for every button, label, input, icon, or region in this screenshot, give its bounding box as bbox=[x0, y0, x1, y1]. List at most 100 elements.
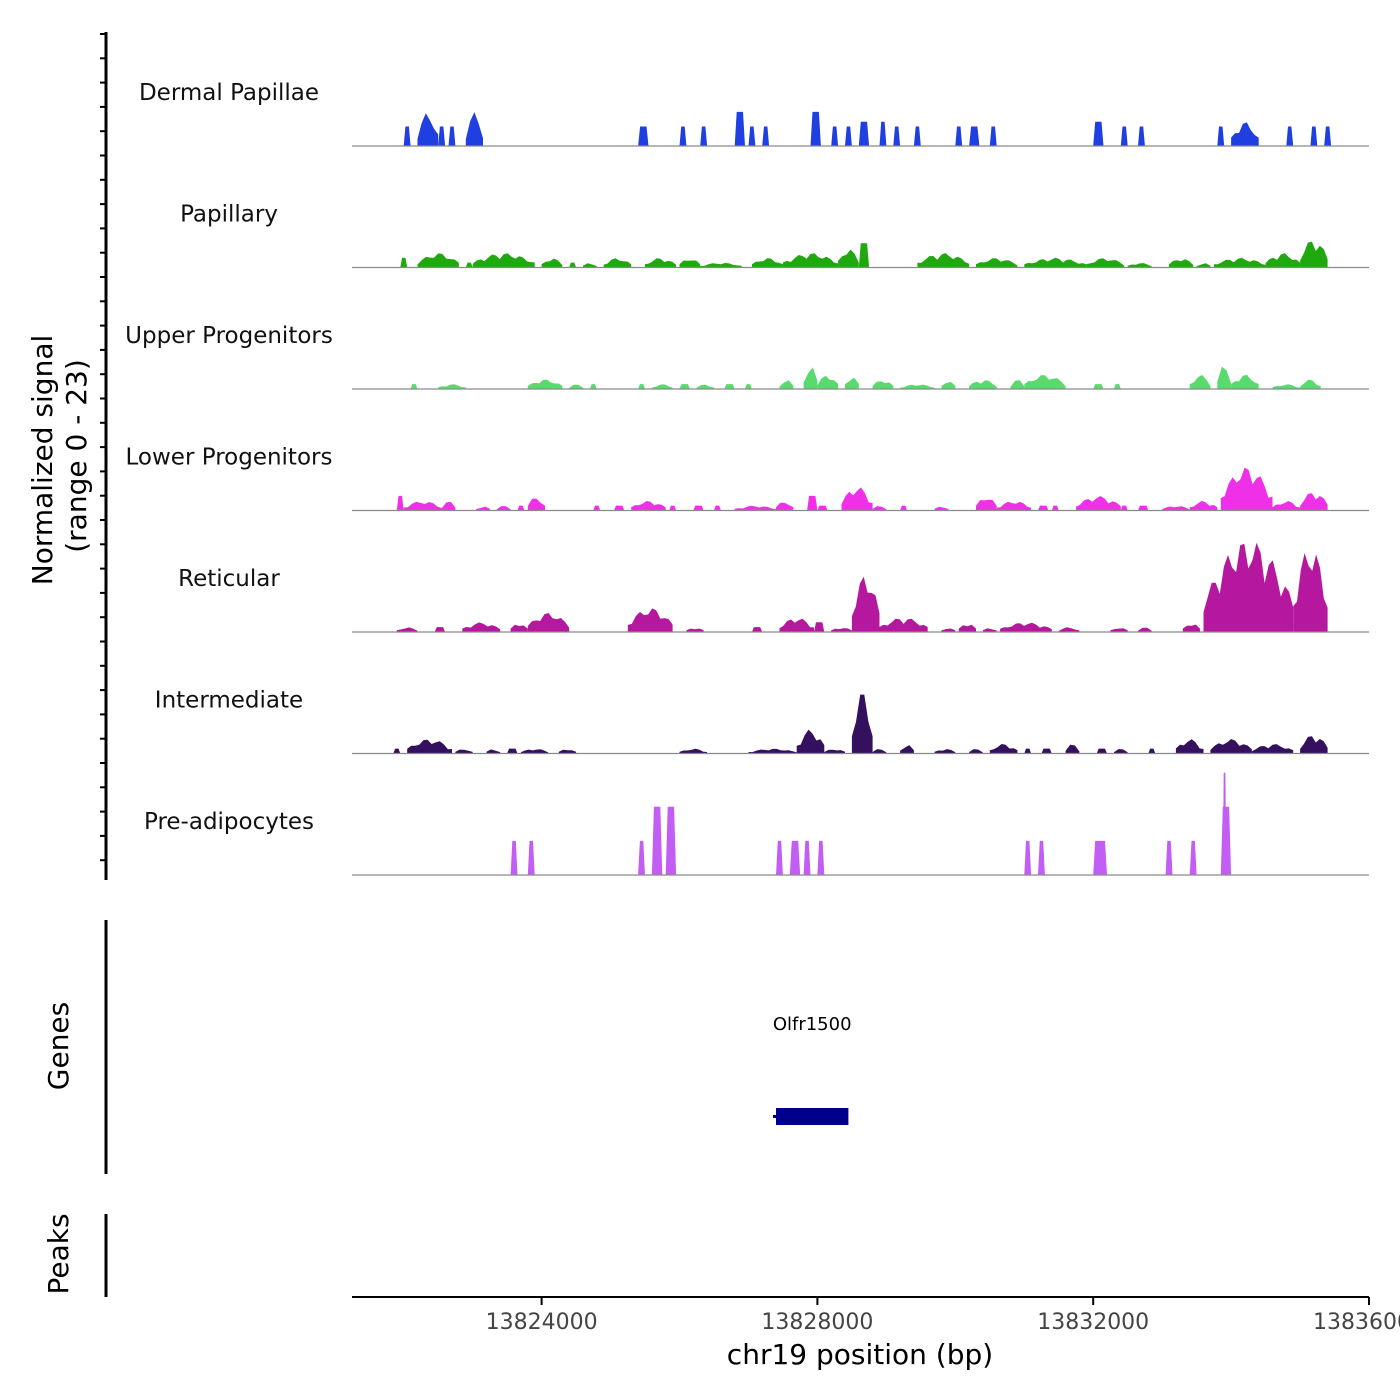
x-axis-label: chr19 position (bp) bbox=[727, 1338, 993, 1371]
signal-axis-label: Normalized signal bbox=[26, 335, 59, 586]
coverage-peak bbox=[696, 384, 714, 389]
coverage-peak bbox=[1220, 467, 1273, 511]
coverage-peak bbox=[1096, 748, 1107, 754]
coverage-peak bbox=[393, 748, 401, 754]
coverage-peak bbox=[1175, 739, 1204, 754]
signal-axis-range-label: (range 0 - 23) bbox=[60, 359, 93, 553]
coverage-peak bbox=[1024, 375, 1066, 389]
coverage-peak bbox=[748, 126, 756, 146]
coverage-peak bbox=[1162, 506, 1190, 511]
coverage-peak bbox=[462, 622, 501, 632]
coverage-peak bbox=[1024, 840, 1032, 875]
coverage-peak bbox=[1213, 257, 1266, 268]
coverage-peak bbox=[679, 748, 708, 754]
coverage-peak bbox=[651, 806, 663, 875]
coverage-peak bbox=[510, 624, 528, 632]
coverage-peak bbox=[700, 126, 708, 146]
track-upper-progenitors: Upper Progenitors bbox=[125, 323, 1369, 390]
coverage-peak bbox=[638, 840, 645, 875]
coverage-peak bbox=[941, 628, 956, 632]
coverage-peak bbox=[1251, 744, 1294, 754]
coverage-peak bbox=[969, 749, 983, 754]
track-reticular: Reticular bbox=[178, 542, 1369, 633]
coverage-peak bbox=[700, 263, 742, 268]
coverage-peak bbox=[1189, 840, 1197, 875]
coverage-peak bbox=[751, 627, 763, 632]
coverage-peak bbox=[789, 840, 801, 875]
coverage-peak bbox=[507, 748, 518, 754]
coverage-peak bbox=[614, 505, 625, 511]
coverage-peak bbox=[558, 749, 577, 754]
coverage-peak bbox=[751, 258, 783, 268]
coverage-peak bbox=[541, 258, 563, 268]
coverage-peak bbox=[934, 749, 956, 754]
coverage-peak bbox=[1120, 126, 1128, 146]
coverage-peak bbox=[969, 380, 997, 389]
coverage-peak bbox=[527, 840, 535, 875]
coverage-tracks: Dermal Papillae Papillary Upper Progenitor… bbox=[125, 80, 1369, 876]
coverage-peak bbox=[934, 506, 949, 511]
coverage-peak bbox=[958, 624, 976, 632]
coverage-peak bbox=[810, 111, 821, 146]
x-tick-label: 13836000 bbox=[1313, 1310, 1400, 1335]
coverage-peak bbox=[510, 840, 518, 875]
track-label: Dermal Papillae bbox=[139, 80, 319, 106]
coverage-peak bbox=[589, 384, 597, 389]
coverage-peak bbox=[858, 121, 870, 146]
track-label: Intermediate bbox=[155, 688, 303, 714]
coverage-peak bbox=[745, 384, 752, 389]
coverage-peak bbox=[989, 744, 1018, 754]
coverage-peak bbox=[879, 618, 928, 632]
coverage-peak bbox=[679, 260, 701, 268]
coverage-peak bbox=[686, 628, 704, 632]
coverage-peak bbox=[669, 505, 677, 511]
coverage-peak bbox=[407, 739, 452, 754]
coverage-peak bbox=[1138, 505, 1149, 511]
coverage-peak bbox=[434, 627, 446, 632]
coverage-peak bbox=[1324, 126, 1332, 146]
coverage-peak bbox=[1217, 126, 1225, 146]
coverage-peak bbox=[627, 608, 673, 632]
coverage-peak bbox=[403, 501, 442, 511]
peaks-axis-label: Peaks bbox=[42, 1213, 75, 1294]
track-label: Pre-adipocytes bbox=[144, 809, 314, 835]
coverage-peak bbox=[679, 384, 690, 389]
coverage-peak bbox=[1113, 384, 1121, 389]
coverage-peak bbox=[1110, 628, 1128, 632]
coverage-peak bbox=[1293, 553, 1328, 632]
track-papillary: Papillary bbox=[180, 202, 1369, 269]
coverage-peak bbox=[693, 505, 704, 511]
coverage-peak bbox=[1093, 384, 1104, 389]
coverage-peak bbox=[734, 505, 776, 511]
coverage-peak bbox=[448, 126, 456, 146]
coverage-peak bbox=[851, 576, 880, 632]
coverage-peak bbox=[496, 506, 511, 511]
coverage-peak bbox=[1086, 258, 1125, 268]
coverage-peak bbox=[569, 262, 577, 268]
coverage-peak bbox=[1300, 493, 1328, 511]
coverage-peak bbox=[1272, 384, 1301, 389]
coverage-peak bbox=[1196, 263, 1211, 268]
coverage-peak bbox=[724, 384, 735, 389]
coverage-peak bbox=[838, 249, 859, 268]
coverage-peak bbox=[941, 381, 956, 389]
track-label: Upper Progenitors bbox=[125, 323, 333, 349]
coverage-peak bbox=[1169, 259, 1194, 268]
coverage-peak bbox=[438, 126, 446, 146]
coverage-peak bbox=[913, 126, 921, 146]
coverage-peak bbox=[976, 499, 997, 511]
coverage-peak bbox=[520, 749, 549, 754]
coverage-peak bbox=[638, 126, 649, 146]
coverage-peak bbox=[400, 257, 408, 268]
coverage-peak bbox=[776, 840, 783, 875]
track-label: Papillary bbox=[180, 202, 278, 228]
gene-body bbox=[776, 1108, 849, 1125]
coverage-peak bbox=[645, 258, 677, 268]
coverage-peak bbox=[851, 694, 873, 754]
coverage-peak bbox=[796, 729, 825, 754]
coverage-peak bbox=[569, 384, 583, 389]
coverage-peak bbox=[465, 262, 473, 268]
coverage-peak bbox=[1217, 366, 1232, 389]
coverage-peak bbox=[665, 806, 677, 875]
coverage-peak bbox=[417, 253, 459, 268]
